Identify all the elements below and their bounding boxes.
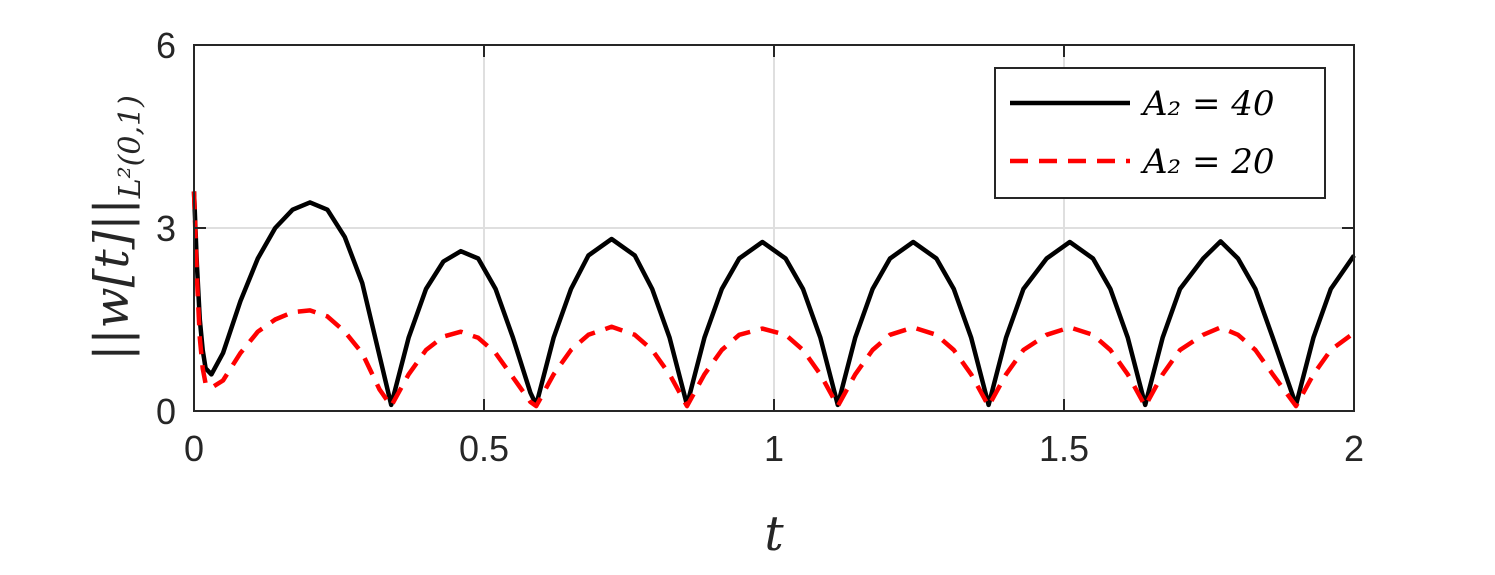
legend-label-0: A₂ = 40 [1140,84,1275,124]
series-group [191,191,1356,409]
series-line-0 [191,191,1356,408]
ticks-group [193,44,1355,412]
tick-labels-group: 0 0.5 1 1.5 2 0 3 6 [156,25,1364,469]
x-axis-label: t [764,506,784,562]
y-axis-label-subscript: L²(0,1) [113,95,148,199]
legend-box [994,67,1326,199]
series-line-1 [191,191,1356,409]
x-tick-label-2: 1 [764,428,784,469]
y-tick-label-0: 0 [156,391,176,432]
legend-label-1: A₂ = 20 [1140,142,1275,182]
x-tick-label-4: 2 [1344,428,1364,469]
x-tick-label-3: 1.5 [1039,428,1089,469]
y-axis-label: ||w[t]|| [84,198,140,361]
y-tick-label-1: 3 [156,208,176,249]
legend: A₂ = 40 A₂ = 20 [994,67,1326,199]
x-tick-label-0: 0 [184,428,204,469]
x-tick-label-1: 0.5 [459,428,509,469]
y-tick-label-2: 6 [156,25,176,66]
y-axis-label-group: ||w[t]||L²(0,1) [84,95,148,361]
svg-text:||w[t]||L²(0,1): ||w[t]||L²(0,1) [84,95,148,361]
